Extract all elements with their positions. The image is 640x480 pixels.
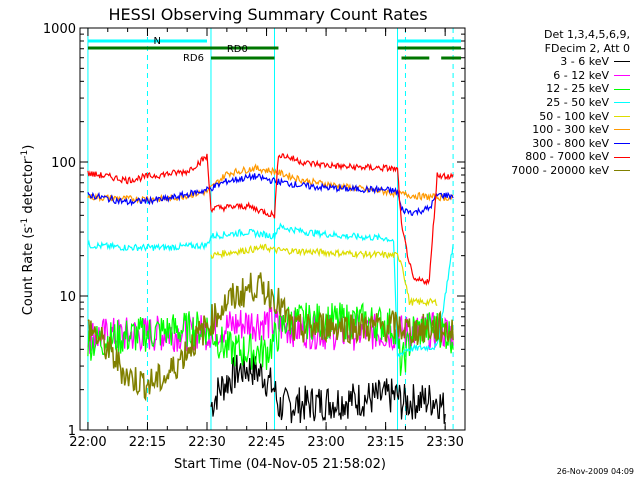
legend-entry-4: 50 - 100 keV xyxy=(480,110,630,124)
legend-label-7: 800 - 7000 keV xyxy=(525,150,609,164)
series-line-7 xyxy=(87,153,454,286)
legend-entry-0: 3 - 6 keV xyxy=(480,55,630,69)
x-tick-label-0: 22:00 xyxy=(69,435,106,450)
legend-label-0: 3 - 6 keV xyxy=(560,55,609,69)
series-line-5 xyxy=(87,163,454,204)
x-tick-label-5: 23:15 xyxy=(367,435,404,450)
legend-header-line1: Det 1,3,4,5,6,9, xyxy=(543,28,630,41)
legend-entry-6: 300 - 800 keV xyxy=(480,137,630,151)
legend-label-1: 6 - 12 keV xyxy=(553,68,609,82)
legend-swatch-5 xyxy=(614,129,630,131)
y-tick-label-2: 100 xyxy=(51,156,76,171)
generation-timestamp: 26-Nov-2009 04:09 xyxy=(556,467,634,476)
legend-entry-8: 7000 - 20000 keV xyxy=(480,164,630,178)
plot-area: N RD0 RD6 xyxy=(87,28,462,430)
legend-swatch-7 xyxy=(614,156,630,158)
y-axis-label: Count Rate (s-1 detector-1) xyxy=(20,145,36,316)
legend-entry-7: 800 - 7000 keV xyxy=(480,150,630,164)
series-line-0 xyxy=(210,350,446,424)
legend-swatch-1 xyxy=(614,75,630,77)
series-line-4 xyxy=(210,243,438,307)
legend-swatch-4 xyxy=(614,115,630,117)
legend-entry-3: 25 - 50 keV xyxy=(480,96,630,110)
legend-entries: 3 - 6 keV 6 - 12 keV 12 - 25 keV 25 - 50 ke… xyxy=(480,55,630,177)
chart-title: HESSI Observing Summary Count Rates xyxy=(108,5,427,24)
legend-entry-1: 6 - 12 keV xyxy=(480,69,630,83)
y-tick-label-1: 10 xyxy=(59,290,76,305)
legend-label-3: 25 - 50 keV xyxy=(546,95,609,109)
series-line-6 xyxy=(87,171,454,217)
status-label-n: N xyxy=(153,36,160,47)
x-tick-label-6: 23:30 xyxy=(426,435,463,450)
legend: Det 1,3,4,5,6,9, FDecim 2, Att 0 3 - 6 k… xyxy=(480,28,630,178)
series-line-8 xyxy=(87,272,454,402)
legend-entry-5: 100 - 300 keV xyxy=(480,123,630,137)
legend-header-line2: FDecim 2, Att 0 xyxy=(544,41,630,55)
status-label-rd0: RD0 xyxy=(227,44,248,55)
legend-label-8: 7000 - 20000 keV xyxy=(511,163,609,177)
series-line-2 xyxy=(87,302,454,376)
legend-swatch-8 xyxy=(614,170,630,172)
axes: 22:00 22:15 22:30 22:45 23:00 23:15 23:30 1 10 10… xyxy=(43,22,466,450)
x-tick-label-3: 22:45 xyxy=(248,435,285,450)
legend-label-4: 50 - 100 keV xyxy=(539,109,609,123)
legend-swatch-2 xyxy=(614,88,630,90)
legend-swatch-0 xyxy=(614,61,630,63)
x-tick-label-1: 22:15 xyxy=(129,435,166,450)
status-label-rd6: RD6 xyxy=(183,53,204,64)
legend-label-5: 100 - 300 keV xyxy=(532,123,609,137)
legend-entry-2: 12 - 25 keV xyxy=(480,82,630,96)
y-tick-label-3: 1000 xyxy=(43,22,76,37)
legend-swatch-3 xyxy=(614,102,630,104)
series-line-1 xyxy=(87,305,454,354)
plot-frame xyxy=(79,27,466,431)
legend-label-6: 300 - 800 keV xyxy=(532,136,609,150)
x-axis-label: Start Time (04-Nov-05 21:58:02) xyxy=(174,457,386,472)
legend-swatch-6 xyxy=(614,143,630,145)
x-tick-label-4: 23:00 xyxy=(307,435,344,450)
x-tick-label-2: 22:30 xyxy=(188,435,225,450)
series-line-3 xyxy=(87,222,454,359)
y-tick-label-0: 1 xyxy=(68,424,76,439)
legend-label-2: 12 - 25 keV xyxy=(546,82,609,96)
